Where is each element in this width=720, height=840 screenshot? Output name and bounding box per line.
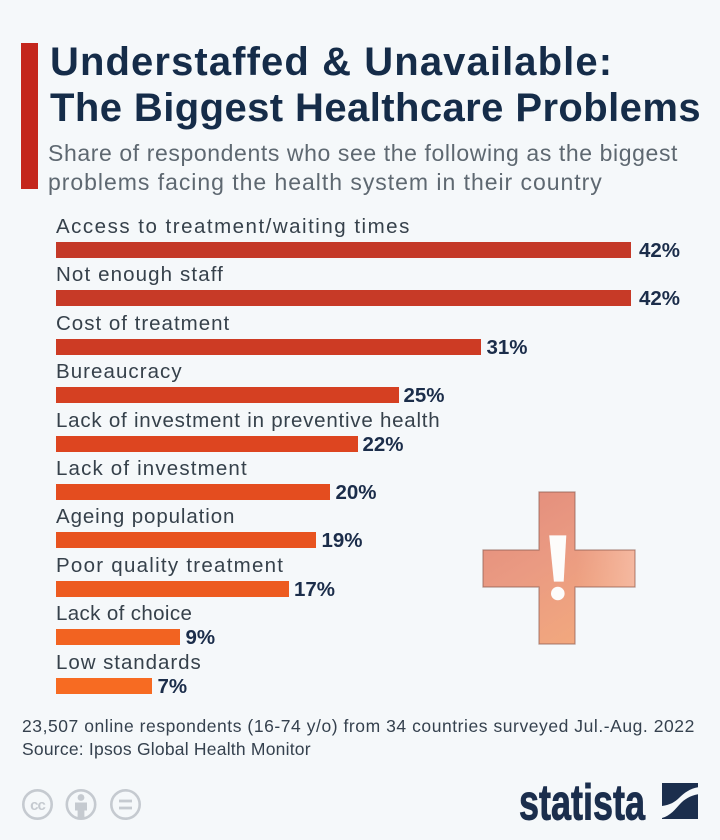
svg-text:statista: statista	[519, 778, 646, 826]
svg-text:cc: cc	[30, 797, 45, 814]
